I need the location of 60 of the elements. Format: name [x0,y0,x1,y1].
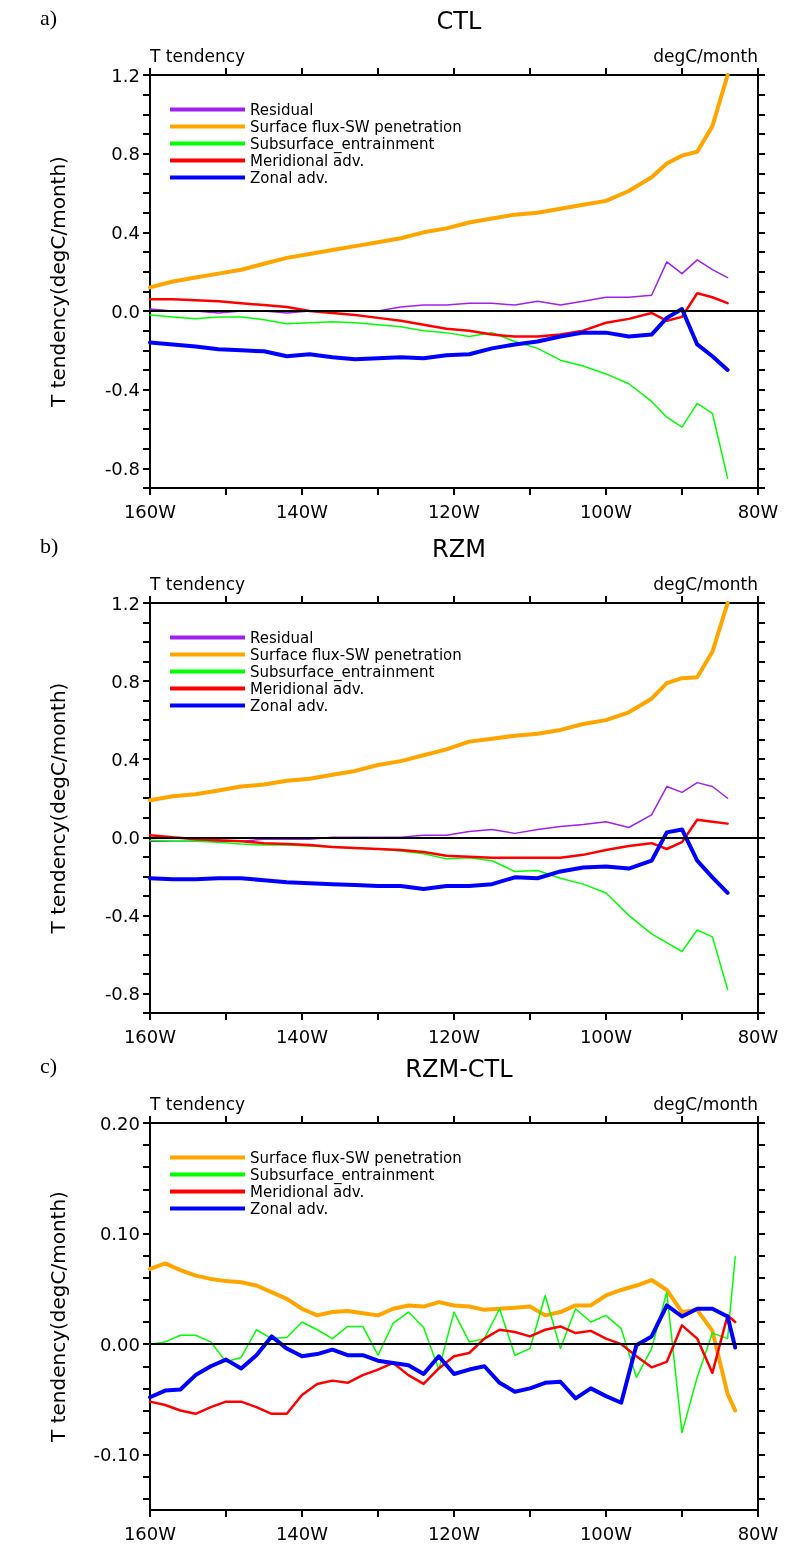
text: T tendency [149,1093,246,1114]
chart-title: CTL [436,7,483,35]
text: a) [40,4,58,30]
x-tick-label: 140W [275,1025,329,1047]
text: degC/month [653,45,759,66]
y-tick-label: 0.10 [99,1223,140,1245]
y-axis-title: T tendency(degC/month) [46,156,70,408]
legend-label: Meridional adv. [250,151,365,170]
legend-label: Subsurface_entrainment [250,134,435,154]
legend-label: Zonal adv. [250,696,329,715]
legend-label: Surface flux-SW penetration [250,117,462,136]
legend-label: Zonal adv. [250,1199,329,1218]
text: degC/month [653,1093,759,1114]
y-axis-title: T tendency(degC/month) [46,1191,70,1443]
x-tick-label: 120W [427,1522,481,1544]
y-tick-label: -0.4 [104,379,140,401]
y-tick-label: 0.00 [99,1333,140,1355]
text: T tendency [149,573,246,594]
x-tick-label: 100W [579,1522,633,1544]
x-tick-label: 100W [579,1025,633,1047]
x-tick-label: 120W [427,500,481,522]
legend-label: Zonal adv. [250,168,329,187]
text: T tendency [149,45,246,66]
chart-title: RZM-CTL [405,1055,514,1083]
y-tick-label: 0.4 [111,748,140,770]
y-tick-label: -0.8 [104,457,140,479]
legend-label: Residual [250,628,314,647]
y-tick-label: 1.2 [111,64,140,86]
chart-title: RZM [432,535,486,563]
legend-label: Meridional adv. [250,1182,365,1201]
y-axis-title: T tendency(degC/month) [46,682,70,935]
x-tick-label: 140W [275,500,329,522]
legend-label: Residual [250,100,314,119]
text: c) [40,1052,58,1078]
y-tick-label: 0.8 [111,143,140,165]
x-tick-label: 80W [737,500,779,522]
text: b) [40,532,59,558]
y-tick-label: 0.4 [111,221,140,243]
legend-label: Subsurface_entrainment [250,662,435,682]
legend-label: Meridional adv. [250,679,365,698]
x-tick-label: 120W [427,1025,481,1047]
x-tick-label: 160W [123,500,177,522]
y-tick-label: 0.0 [111,300,140,322]
x-tick-label: 100W [579,500,633,522]
y-tick-label: 0.0 [111,826,140,848]
y-tick-label: 0.20 [99,1112,140,1134]
x-tick-label: 80W [737,1522,779,1544]
legend-label: Subsurface_entrainment [250,1165,435,1185]
y-tick-label: -0.4 [104,904,140,926]
x-tick-label: 140W [275,1522,329,1544]
x-tick-label: 160W [123,1025,177,1047]
text: degC/month [653,573,759,594]
x-tick-label: 80W [737,1025,779,1047]
legend-label: Surface flux-SW penetration [250,645,462,664]
legend-label: Surface flux-SW penetration [250,1148,462,1167]
y-tick-label: 1.2 [111,592,140,614]
y-tick-label: 0.8 [111,670,140,692]
x-tick-label: 160W [123,1522,177,1544]
y-tick-label: -0.10 [93,1444,140,1466]
y-tick-label: -0.8 [104,982,140,1004]
